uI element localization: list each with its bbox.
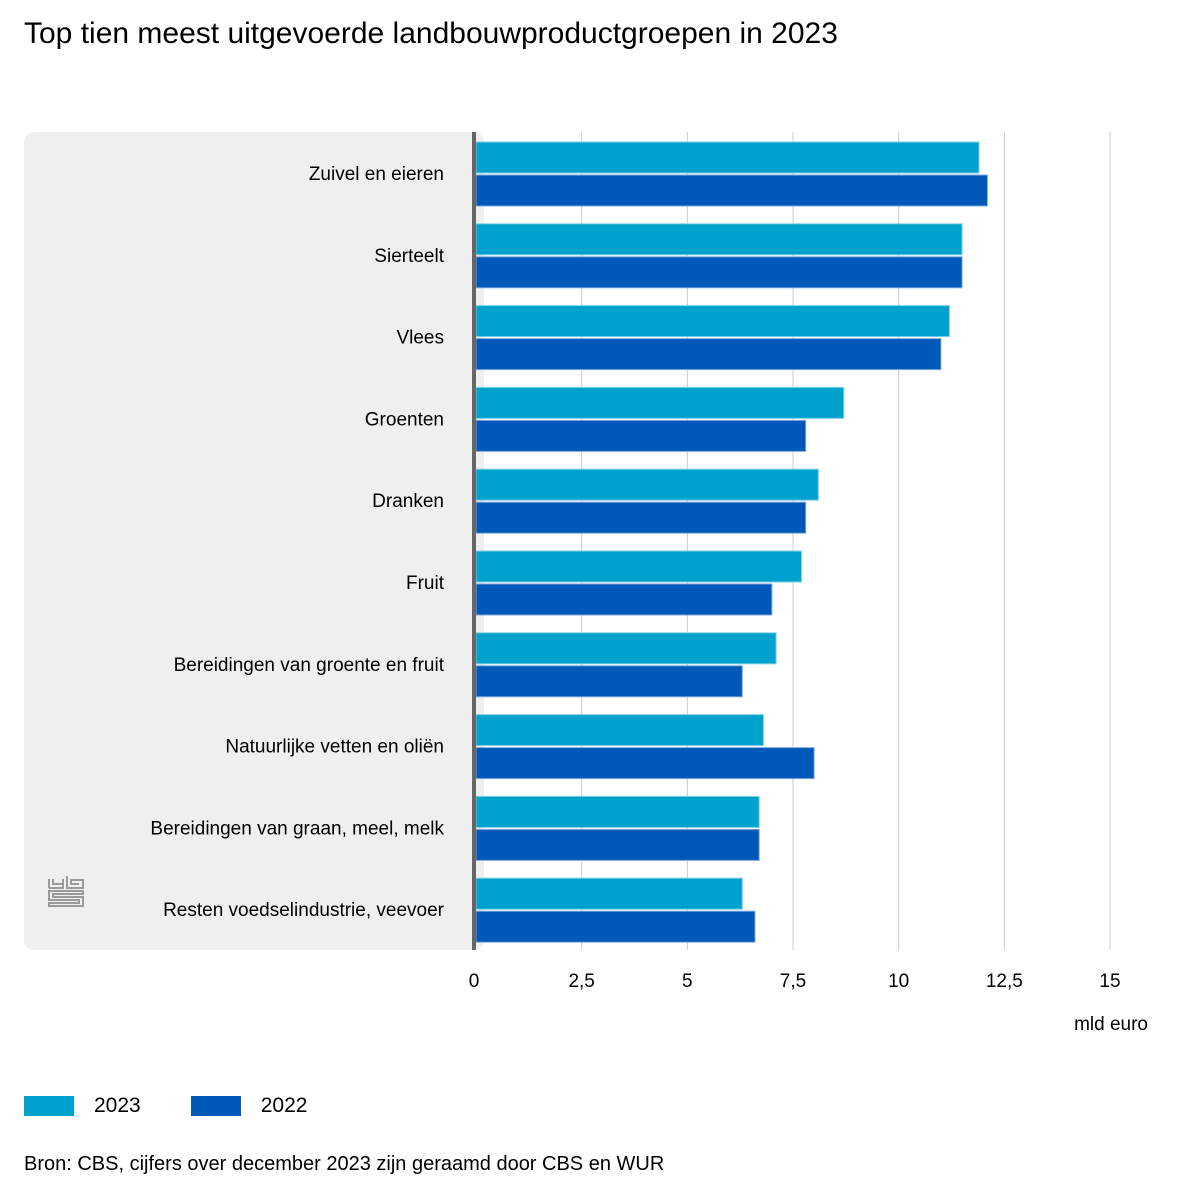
bar-2023: [475, 223, 963, 256]
bar-2022: [475, 665, 743, 698]
legend: 2023 2022: [24, 1094, 357, 1118]
category-label: Groenten: [365, 409, 444, 430]
x-tick-label: 12,5: [986, 971, 1023, 992]
category-label: Bereidingen van graan, meel, melk: [150, 818, 444, 839]
category-label: Fruit: [406, 573, 445, 594]
bar-2022: [475, 256, 963, 289]
bar-2023: [475, 468, 819, 501]
bar-chart: Zuivel en eieren Sierteelt Vlees Groenten Dr…: [24, 132, 1148, 1035]
category-label: Natuurlijke vetten en oliën: [225, 737, 444, 758]
bar-2023: [475, 632, 777, 665]
bar-2022: [475, 174, 988, 207]
x-tick-label: 10: [888, 971, 909, 992]
category-labels: Zuivel en eieren Sierteelt Vlees Groenten Dr…: [150, 164, 444, 921]
legend-item-2023[interactable]: 2023: [24, 1094, 141, 1118]
y-axis-line: [472, 132, 476, 950]
category-label: Vlees: [396, 328, 444, 349]
legend-swatch-2023: [24, 1096, 74, 1116]
x-axis-unit-label: mld euro: [1074, 1014, 1148, 1035]
chart-title: Top tien meest uitgevoerde landbouwprodu…: [0, 16, 900, 52]
x-tick-label: 5: [682, 971, 693, 992]
bar-2023: [475, 795, 760, 828]
x-tick-label: 15: [1099, 971, 1120, 992]
category-panel: [24, 132, 484, 950]
bar-2022: [475, 747, 815, 780]
bar-2023: [475, 550, 802, 583]
legend-item-2022[interactable]: 2022: [190, 1094, 308, 1118]
x-tick-label: 7,5: [780, 971, 806, 992]
bar-2022: [475, 338, 942, 371]
legend-label-2023: 2023: [94, 1094, 141, 1117]
legend-swatch-2022: [190, 1096, 241, 1116]
bar-2023: [475, 305, 950, 338]
category-label: Sierteelt: [374, 246, 444, 267]
category-label: Dranken: [372, 491, 444, 512]
x-tick-label: 0: [469, 971, 480, 992]
bar-2022: [475, 828, 760, 861]
x-axis-ticks: 0 2,5 5 7,5 10 12,5 15: [469, 971, 1121, 992]
bar-2023: [475, 877, 743, 910]
legend-label-2022: 2022: [260, 1094, 308, 1117]
x-tick-label: 2,5: [568, 971, 594, 992]
bar-2023: [475, 141, 980, 174]
chart-title-text: Top tien meest uitgevoerde landbouwprodu…: [24, 17, 838, 50]
bars: [475, 141, 988, 943]
cbs-logo-icon: [48, 876, 84, 907]
bar-2022: [475, 501, 807, 534]
bar-2022: [475, 419, 807, 452]
bar-2022: [475, 910, 756, 943]
category-label: Resten voedselindustrie, veevoer: [163, 900, 445, 921]
bar-2023: [475, 714, 764, 747]
source-note: Bron: CBS, cijfers over december 2023 zi…: [24, 1153, 665, 1175]
bar-2023: [475, 386, 845, 419]
category-label: Zuivel en eieren: [309, 164, 444, 185]
category-label: Bereidingen van groente en fruit: [174, 655, 445, 676]
bar-2022: [475, 583, 773, 616]
